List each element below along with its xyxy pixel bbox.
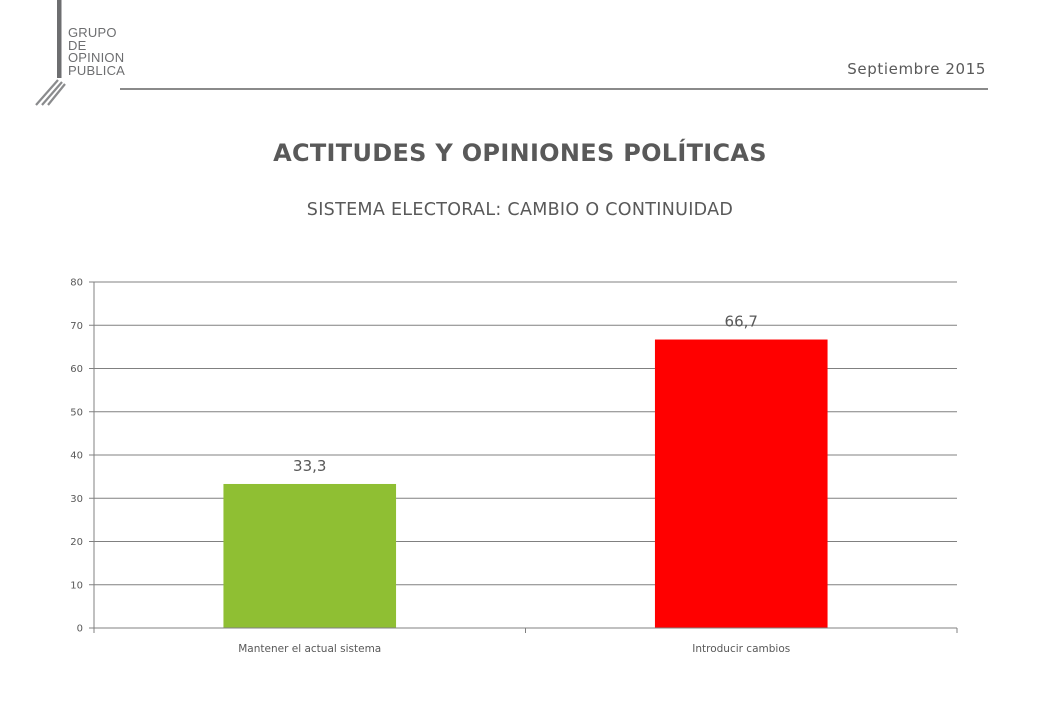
header-divider	[120, 88, 988, 90]
bar	[654, 339, 828, 628]
y-tick-label: 60	[70, 364, 83, 375]
y-tick-label: 30	[70, 494, 83, 505]
y-tick-label: 40	[70, 451, 83, 462]
logo-text: GRUPO DE OPINION PUBLICA	[68, 25, 126, 78]
data-label: 33,3	[293, 457, 326, 475]
logo-line-3: OPINION	[68, 50, 125, 65]
x-tick-label: Mantener el actual sistema	[238, 643, 381, 655]
x-tick-label: Introducir cambios	[692, 643, 790, 655]
page-subtitle: SISTEMA ELECTORAL: CAMBIO O CONTINUIDAD	[306, 200, 734, 220]
y-tick-label: 0	[77, 624, 83, 635]
data-label: 66,7	[725, 313, 758, 331]
logo-line-4: PUBLICA	[68, 62, 126, 78]
y-tick-label: 50	[70, 407, 83, 418]
logo-line-1: GRUPO	[68, 25, 117, 40]
y-tick-label: 10	[70, 580, 83, 591]
y-tick-label: 80	[70, 278, 83, 289]
report-date: Septiembre 2015	[847, 60, 986, 78]
logo-line-2: DE	[68, 37, 87, 53]
y-tick-label: 70	[70, 321, 83, 332]
bar	[223, 483, 397, 628]
page-title: ACTITUDES Y OPINIONES POLÍTICAS	[273, 139, 767, 167]
y-tick-label: 20	[70, 537, 83, 548]
logo-graphic	[35, 0, 66, 106]
